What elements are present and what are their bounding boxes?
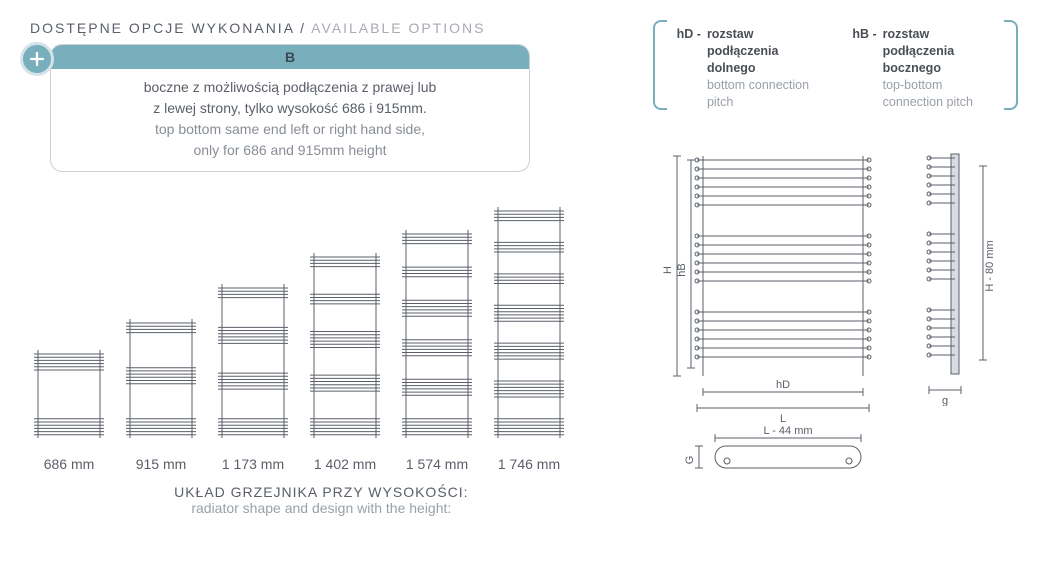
dim-G: G	[684, 456, 696, 465]
front-diagram: H hB hD	[653, 136, 893, 476]
caption-en: radiator shape and design with the heigh…	[30, 500, 613, 516]
header-pl: DOSTĘPNE OPCJE WYKONANIA	[30, 20, 294, 36]
option-en-1: top bottom same end left or right hand s…	[71, 119, 509, 140]
radiator-label: 1 574 mm	[406, 456, 468, 472]
plus-icon	[20, 42, 54, 76]
radiator-item: 915 mm	[122, 317, 200, 472]
radiator-label: 915 mm	[136, 456, 187, 472]
radiator-item: 1 746 mm	[490, 205, 568, 472]
option-code: B	[51, 45, 529, 69]
option-box: B boczne z możliwością podłączenia z pra…	[50, 44, 530, 172]
dim-hD: hD	[776, 379, 790, 391]
legend-hB-en: top-bottom connection pitch	[883, 77, 998, 111]
dim-g: g	[942, 395, 948, 406]
legend-hD-pl: rozstaw podłączenia dolnego	[707, 26, 822, 77]
section-header: DOSTĘPNE OPCJE WYKONANIA / AVAILABLE OPT…	[30, 20, 613, 36]
side-diagram: H - 80 mm g	[909, 136, 999, 406]
dim-H80: H - 80 mm	[984, 241, 996, 292]
technical-diagrams: H hB hD	[653, 136, 1018, 476]
dim-L44: L - 44 mm	[763, 425, 812, 437]
legend-hB-key: hB -	[852, 26, 876, 110]
radiator-label: 1 746 mm	[498, 456, 560, 472]
radiator-label: 1 402 mm	[314, 456, 376, 472]
header-en: AVAILABLE OPTIONS	[311, 20, 485, 36]
radiator-item: 1 402 mm	[306, 251, 384, 472]
option-pl-2: z lewej strony, tylko wysokość 686 i 915…	[71, 98, 509, 119]
radiator-item: 686 mm	[30, 348, 108, 472]
radiator-item: 1 173 mm	[214, 282, 292, 472]
bottom-caption: UKŁAD GRZEJNIKA PRZY WYSOKOŚCI: radiator…	[30, 484, 613, 516]
radiator-row: 686 mm 915 mm 1 173 mm 1 402 mm 1 574 mm 1 74…	[30, 212, 613, 472]
bracket-right	[1004, 20, 1018, 110]
dim-hB: hB	[676, 264, 688, 277]
legend-hB-pl: rozstaw podłączenia bocznego	[883, 26, 998, 77]
caption-pl: UKŁAD GRZEJNIKA PRZY WYSOKOŚCI:	[30, 484, 613, 500]
legend-hD-key: hD -	[677, 26, 701, 110]
radiator-label: 686 mm	[44, 456, 95, 472]
legend-box: hD - rozstaw podłączenia dolnego bottom …	[653, 20, 1018, 116]
dim-H: H	[662, 266, 674, 274]
radiator-item: 1 574 mm	[398, 228, 476, 472]
option-pl-1: boczne z możliwością podłączenia z prawe…	[71, 77, 509, 98]
legend-hD-en: bottom connection pitch	[707, 77, 822, 111]
option-en-2: only for 686 and 915mm height	[71, 140, 509, 161]
bracket-left	[653, 20, 667, 110]
dim-L: L	[780, 413, 786, 425]
radiator-label: 1 173 mm	[222, 456, 284, 472]
